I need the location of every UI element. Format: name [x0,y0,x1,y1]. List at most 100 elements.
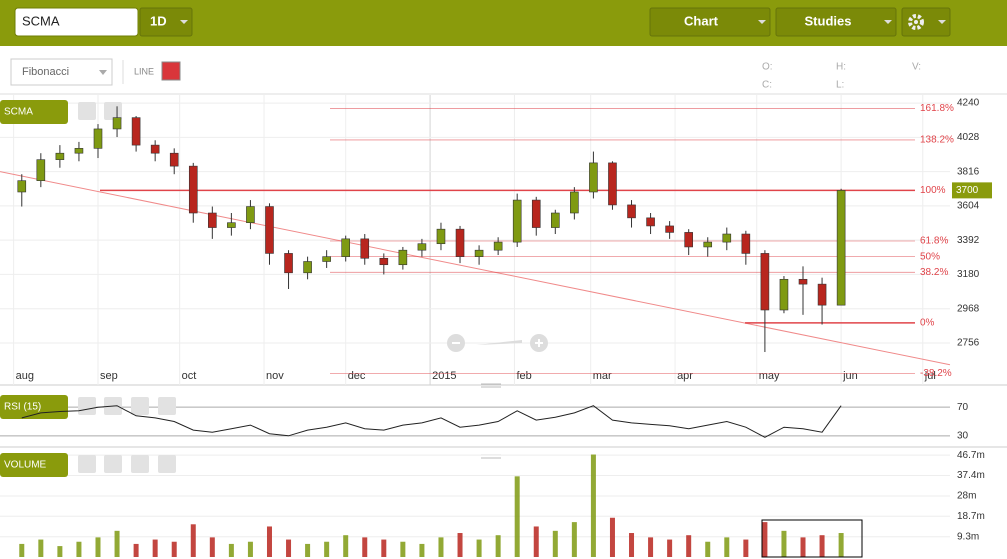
volume-bar [800,537,806,557]
volume-bar [19,543,25,557]
chart-button-text: Chart [684,13,719,28]
candle-body [722,233,732,243]
candle-body [93,128,103,149]
panel-icon[interactable] [158,397,176,415]
candle-body [150,144,160,154]
volume-bar [609,517,615,557]
fib-label: 50% [920,251,940,262]
panel-icon[interactable] [104,102,122,120]
line-label: LINE [134,66,154,76]
volume-bar [400,541,406,557]
volume-bar [305,543,311,557]
candle-body [55,152,65,160]
ohlc-label: H: [836,62,846,73]
ohlc-label: V: [912,62,921,73]
trendline [0,171,951,366]
candle-body [398,249,408,266]
rsi-line [21,405,842,438]
candle-body [417,243,427,251]
chart-button[interactable] [649,7,771,37]
fib-label: 161.8% [920,103,954,114]
y-tick-label: 4240 [957,98,980,109]
panel-icon[interactable] [78,397,96,415]
volume-bar [629,533,635,557]
candle-body [551,212,560,228]
x-tick-label: apr [677,370,693,382]
zoom-slider [476,340,522,345]
y-tick-label: 3180 [957,269,980,280]
panel-icon[interactable] [78,455,96,473]
y-tick-label: 18.7m [957,511,985,522]
volume-bar [133,543,139,557]
y-tick-label: 4028 [957,132,980,143]
candle-body [303,261,312,274]
x-tick-label: aug [16,370,34,382]
panel-icon[interactable] [158,455,176,473]
volume-bar [57,546,63,557]
studies-button[interactable] [775,7,897,37]
interval-select[interactable] [139,7,193,37]
fib-label: 138.2% [920,135,954,146]
x-tick-label: jul [924,370,936,382]
candle-body [836,190,846,306]
candle-body [112,117,122,130]
y-tick-label: 46.7m [957,450,985,461]
candle-body [246,206,255,224]
panel-label: VOLUME [4,460,47,471]
candle-body [17,180,27,193]
y-tick-label: 70 [957,402,969,413]
volume-bar [38,539,44,557]
dropdown-arrow [180,20,188,24]
volume-bar [324,541,330,557]
volume-bar [362,537,368,557]
last-price-label: 3700 [956,185,979,196]
volume-bar [705,541,711,557]
candle-body [322,256,331,262]
symbol-input[interactable] [14,7,139,37]
candle-body [665,225,674,233]
volume-bar [667,539,673,557]
x-tick-label: 2015 [432,370,456,382]
interval-text: 1D [150,13,167,28]
volume-bar [495,535,501,557]
candle-body [570,191,579,214]
line-color-swatch[interactable] [161,61,181,81]
candle-body [608,162,617,206]
candle-body [455,228,465,257]
panel-icon[interactable] [131,397,149,415]
volume-bar [590,454,596,557]
volume-bar [114,530,120,557]
volume-bar [343,535,349,557]
panel-icon[interactable] [131,455,149,473]
ohlc-label: L: [836,80,844,91]
volume-bar [743,539,749,557]
candle-body [646,217,655,227]
panel-label: RSI (15) [4,402,41,413]
candle-body [589,162,598,193]
selection-box [761,519,863,558]
volume-bar [228,543,234,557]
volume-bar [648,537,654,557]
fib-label: 38.2% [920,267,948,278]
panel-icon[interactable] [104,455,122,473]
ohlc-label: O: [762,62,773,73]
dropdown-arrow [884,20,892,24]
volume-bar [552,530,558,557]
volume-bar [476,539,482,557]
volume-bar [266,526,272,557]
volume-bar [247,541,253,557]
candle-body [208,212,217,228]
volume-bar [76,541,82,557]
panel-tag [0,395,68,419]
volume-bar [724,537,730,557]
gear-icon-center [914,20,918,24]
volume-bar [419,543,425,557]
candle-body [531,199,541,228]
panel-icon[interactable] [78,102,96,120]
y-tick-label: 2968 [957,303,980,314]
candle-body [684,232,693,248]
y-tick-label: 28m [957,491,976,502]
candle-body [798,278,808,285]
tool-select[interactable] [10,58,113,86]
panel-tag [0,100,68,124]
